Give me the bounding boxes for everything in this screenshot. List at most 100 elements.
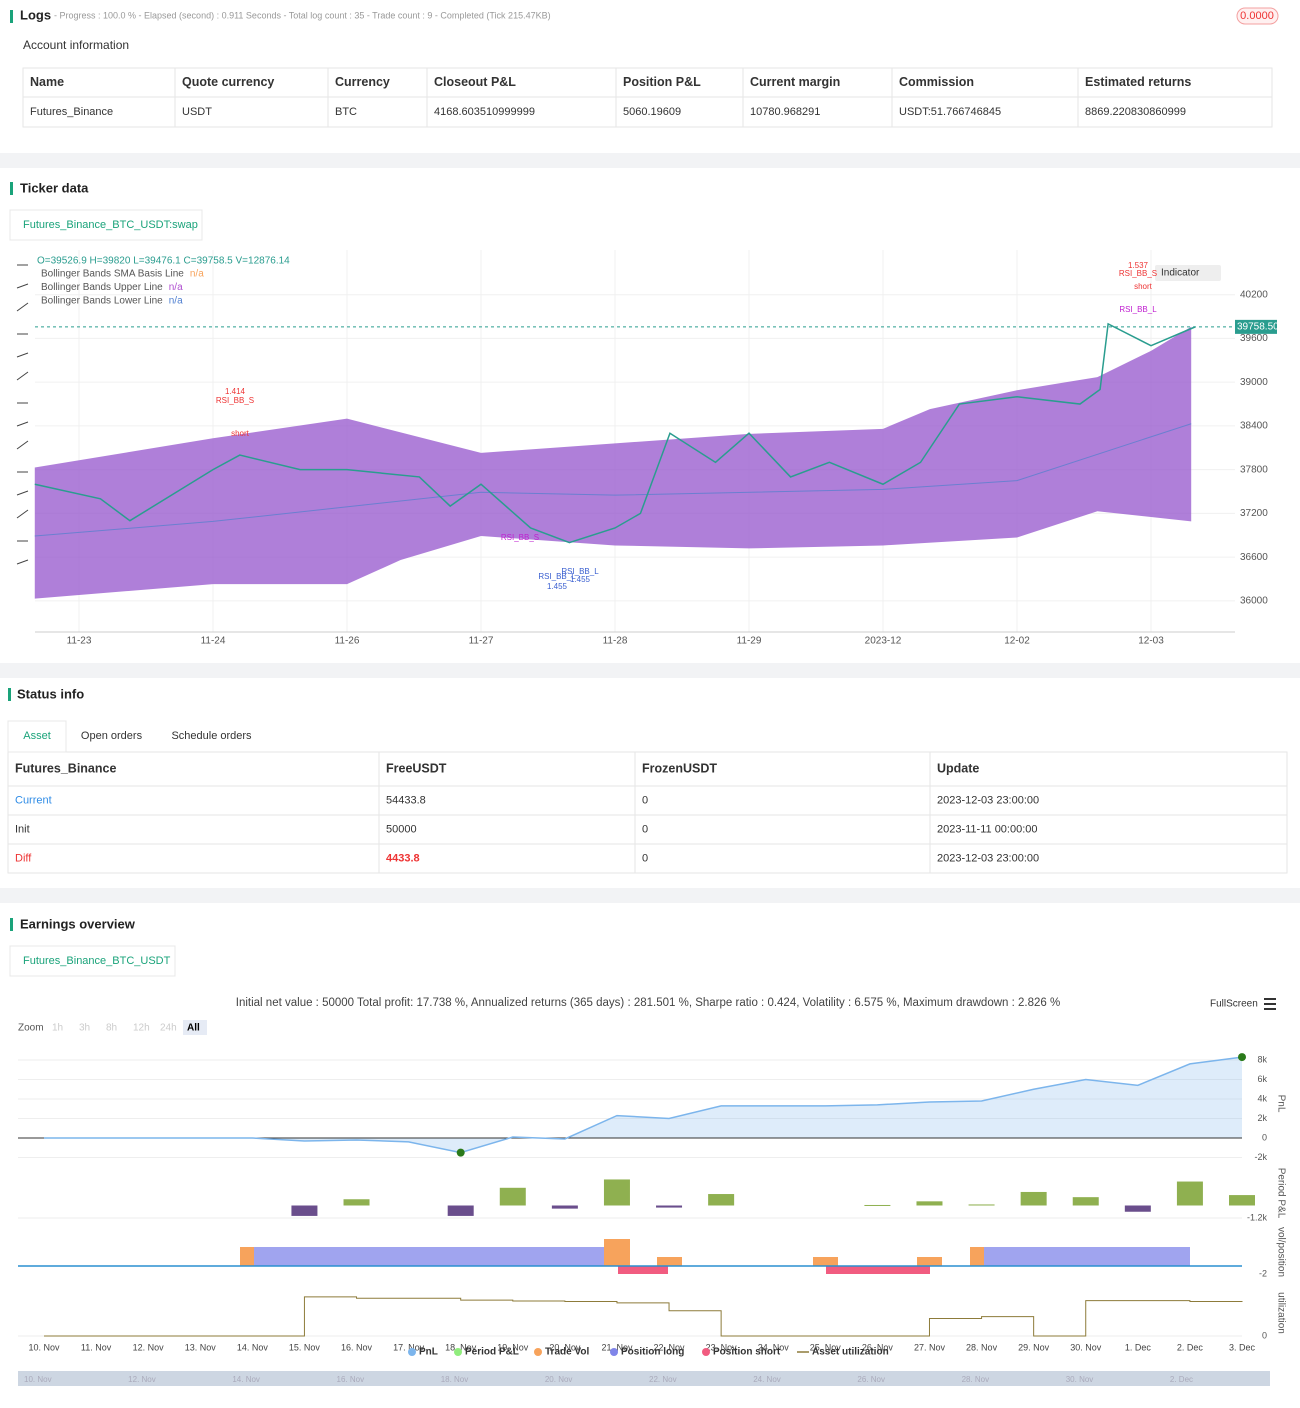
status-title: Status info: [17, 686, 84, 701]
y-tick-label: 0: [1262, 1330, 1267, 1340]
tool-icon[interactable]: [16, 421, 29, 427]
cell: 2023-12-03 23:00:00: [937, 794, 1039, 806]
legend-label[interactable]: Asset utilization: [812, 1347, 889, 1358]
tab-label[interactable]: Schedule orders: [171, 730, 252, 742]
column-header: Currency: [335, 75, 390, 89]
x-tick-label: 27. Nov: [914, 1342, 946, 1352]
annotation: 1.455: [570, 575, 591, 584]
menu-icon[interactable]: [1264, 998, 1276, 1010]
legend-symbol: [408, 1348, 416, 1356]
x-tick-label: 24. Nov: [758, 1342, 790, 1352]
column-header: Futures_Binance: [15, 761, 116, 775]
tool-icon[interactable]: [16, 509, 29, 519]
tool-icon[interactable]: [16, 440, 29, 450]
tool-icon[interactable]: [16, 490, 29, 496]
tab-label[interactable]: Futures_Binance_BTC_USDT:swap: [23, 219, 198, 231]
legend-label[interactable]: Period P&L: [465, 1347, 519, 1358]
y-tick-label: 39600: [1240, 333, 1268, 344]
legend-label[interactable]: Position short: [713, 1347, 781, 1358]
cell: Futures_Binance: [30, 106, 113, 118]
tool-icon[interactable]: [16, 352, 29, 358]
axis-title: utilization: [1275, 1292, 1286, 1334]
tab[interactable]: [9, 209, 203, 241]
x-tick-label: 16. Nov: [341, 1342, 373, 1352]
cell: Init: [15, 823, 30, 835]
navigator: [18, 1371, 1270, 1386]
period-bar: [1072, 1197, 1099, 1206]
indicator-label[interactable]: Indicator: [1161, 268, 1200, 279]
x-tick-label: 11-24: [201, 636, 226, 647]
logs-title: Logs: [20, 7, 51, 22]
price-tag-label: 39758.50: [1237, 322, 1279, 333]
tool-icon[interactable]: [16, 371, 29, 381]
y-tick-label: 8k: [1257, 1054, 1267, 1064]
zoom-label[interactable]: All: [187, 1023, 200, 1034]
tab[interactable]: [7, 720, 67, 753]
y-tick-label: 4k: [1257, 1093, 1267, 1103]
cell: 10780.968291: [750, 106, 820, 118]
period-bar: [1124, 1205, 1151, 1212]
x-tick-label: 30. Nov: [1070, 1342, 1102, 1352]
annotation: RSI_BB_S: [216, 396, 254, 405]
period-bar: [551, 1205, 578, 1209]
period-bar: [499, 1187, 526, 1206]
annotation: RSI_BB_S: [1119, 269, 1157, 278]
legend-symbol: [702, 1348, 710, 1356]
zoom-label[interactable]: 8h: [106, 1023, 117, 1034]
tab-label[interactable]: Asset: [23, 730, 51, 742]
legend-label[interactable]: Position long: [621, 1347, 684, 1358]
pnl-line: [44, 1056, 1243, 1154]
x-tick-label: 12. Nov: [133, 1342, 165, 1352]
bollinger-band: [34, 326, 1192, 599]
axis-title: Period P&L: [1275, 1168, 1286, 1219]
y-tick-label: 6k: [1257, 1074, 1267, 1084]
navigator-label: 2. Dec: [1170, 1375, 1193, 1384]
y-tick-label: -1.2k: [1247, 1212, 1268, 1222]
period-bar: [1020, 1191, 1047, 1206]
annotation: 1.455: [547, 582, 568, 591]
x-tick-label: 1. Dec: [1125, 1342, 1152, 1352]
cell: 8869.220830860999: [1085, 106, 1186, 118]
zoom-button[interactable]: [183, 1020, 207, 1035]
y-tick-label: 37200: [1240, 508, 1268, 519]
period-bar: [343, 1199, 370, 1206]
tool-icon[interactable]: [16, 302, 29, 312]
legend-label[interactable]: Trade Vol: [545, 1347, 589, 1358]
zoom-label[interactable]: 1h: [52, 1023, 63, 1034]
zoom-label[interactable]: 3h: [79, 1023, 90, 1034]
period-bar: [1229, 1195, 1255, 1206]
period-bar: [656, 1205, 683, 1208]
section-marker: [10, 10, 13, 23]
legend-symbol: [454, 1348, 462, 1356]
cell: 0: [642, 823, 648, 835]
cell: 5060.19609: [623, 106, 681, 118]
fullscreen[interactable]: FullScreen: [1210, 999, 1258, 1010]
earnings-title: Earnings overview: [20, 916, 136, 931]
x-tick-label: 17. Nov: [393, 1342, 425, 1352]
cell: USDT: [182, 106, 212, 118]
legend-label[interactable]: PnL: [419, 1347, 438, 1358]
indicator-button[interactable]: [1155, 265, 1221, 281]
navigator-label: 14. Nov: [232, 1375, 260, 1384]
x-tick-label: 14. Nov: [237, 1342, 269, 1352]
cell: USDT:51.766746845: [899, 106, 1001, 118]
tool-icon[interactable]: [16, 283, 29, 289]
extreme-marker: [456, 1148, 465, 1157]
zoom-label[interactable]: 12h: [133, 1023, 150, 1034]
tab-label[interactable]: Open orders: [81, 730, 143, 742]
tab-label[interactable]: Futures_Binance_BTC_USDT: [23, 955, 171, 967]
cell: Current: [15, 794, 52, 806]
annotation: RSI_BB_L: [1119, 305, 1157, 314]
x-tick-label: 15. Nov: [289, 1342, 321, 1352]
annotation: short: [1134, 282, 1153, 291]
cell: 2023-11-11 00:00:00: [937, 823, 1038, 835]
cell: 4168.603510999999: [434, 106, 535, 118]
tool-icon[interactable]: [16, 559, 29, 565]
toolbar: [16, 264, 29, 565]
cell: 50000: [386, 823, 417, 835]
tab[interactable]: [9, 945, 176, 977]
period-bar: [708, 1194, 735, 1206]
zoom-label[interactable]: 24h: [160, 1023, 177, 1034]
price-line: [34, 322, 1196, 544]
